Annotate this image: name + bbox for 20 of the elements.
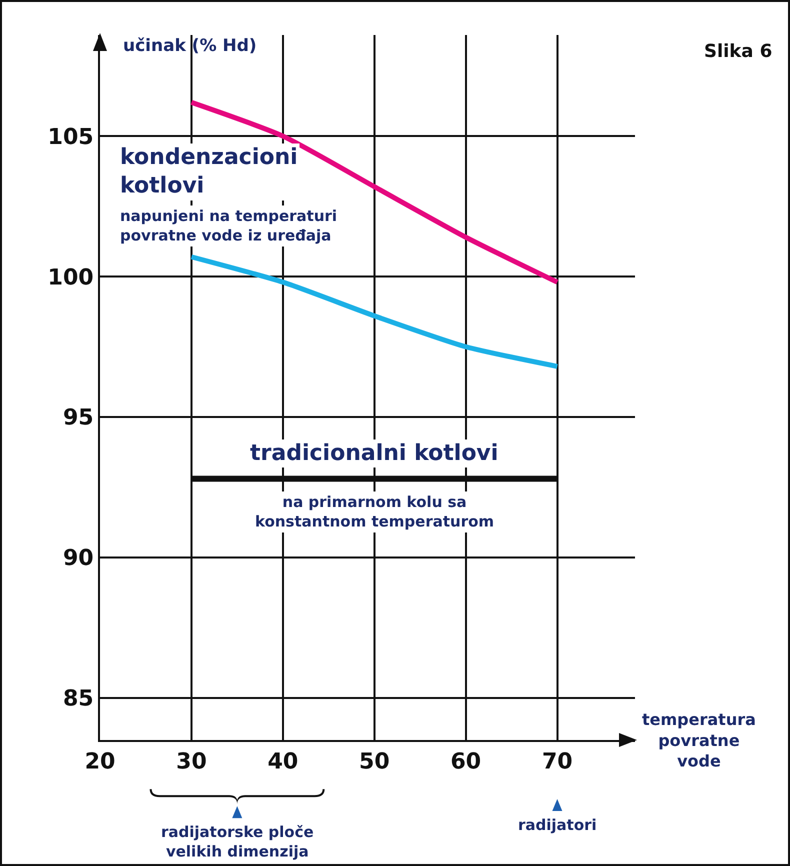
text: radijatorske ploče velikih dimenzija bbox=[161, 823, 314, 860]
y-tick-label: 105 bbox=[48, 124, 94, 150]
y-tick-label: 85 bbox=[62, 686, 94, 712]
text: radijatori bbox=[518, 816, 597, 834]
annotation: na primarnom kolu sa konstantnom temperaturom bbox=[255, 493, 494, 530]
x-tick-label: 40 bbox=[268, 749, 298, 774]
x-tick-label: 50 bbox=[359, 749, 390, 774]
y-tick-label: 100 bbox=[48, 265, 94, 290]
y-tick-label: 95 bbox=[62, 406, 94, 431]
x-tick-label: 30 bbox=[176, 749, 207, 774]
text: Slika 6 bbox=[704, 41, 772, 62]
x-tick-label: 60 bbox=[450, 749, 482, 774]
y-axis-title: učinak (% Hd) bbox=[123, 36, 257, 56]
x-tick-label: 70 bbox=[542, 749, 573, 774]
x-tick-label: 20 bbox=[84, 749, 116, 774]
annotation: tradicionalni kotlovi bbox=[250, 441, 498, 466]
x-axis-title: temperatura povratne vode bbox=[642, 710, 756, 771]
y-tick-label: 90 bbox=[62, 546, 94, 572]
annotation: napunjeni na temperaturi povratne vode iz uređaja bbox=[120, 207, 338, 244]
annotation: kondenzacioni kotlovi bbox=[120, 145, 298, 199]
